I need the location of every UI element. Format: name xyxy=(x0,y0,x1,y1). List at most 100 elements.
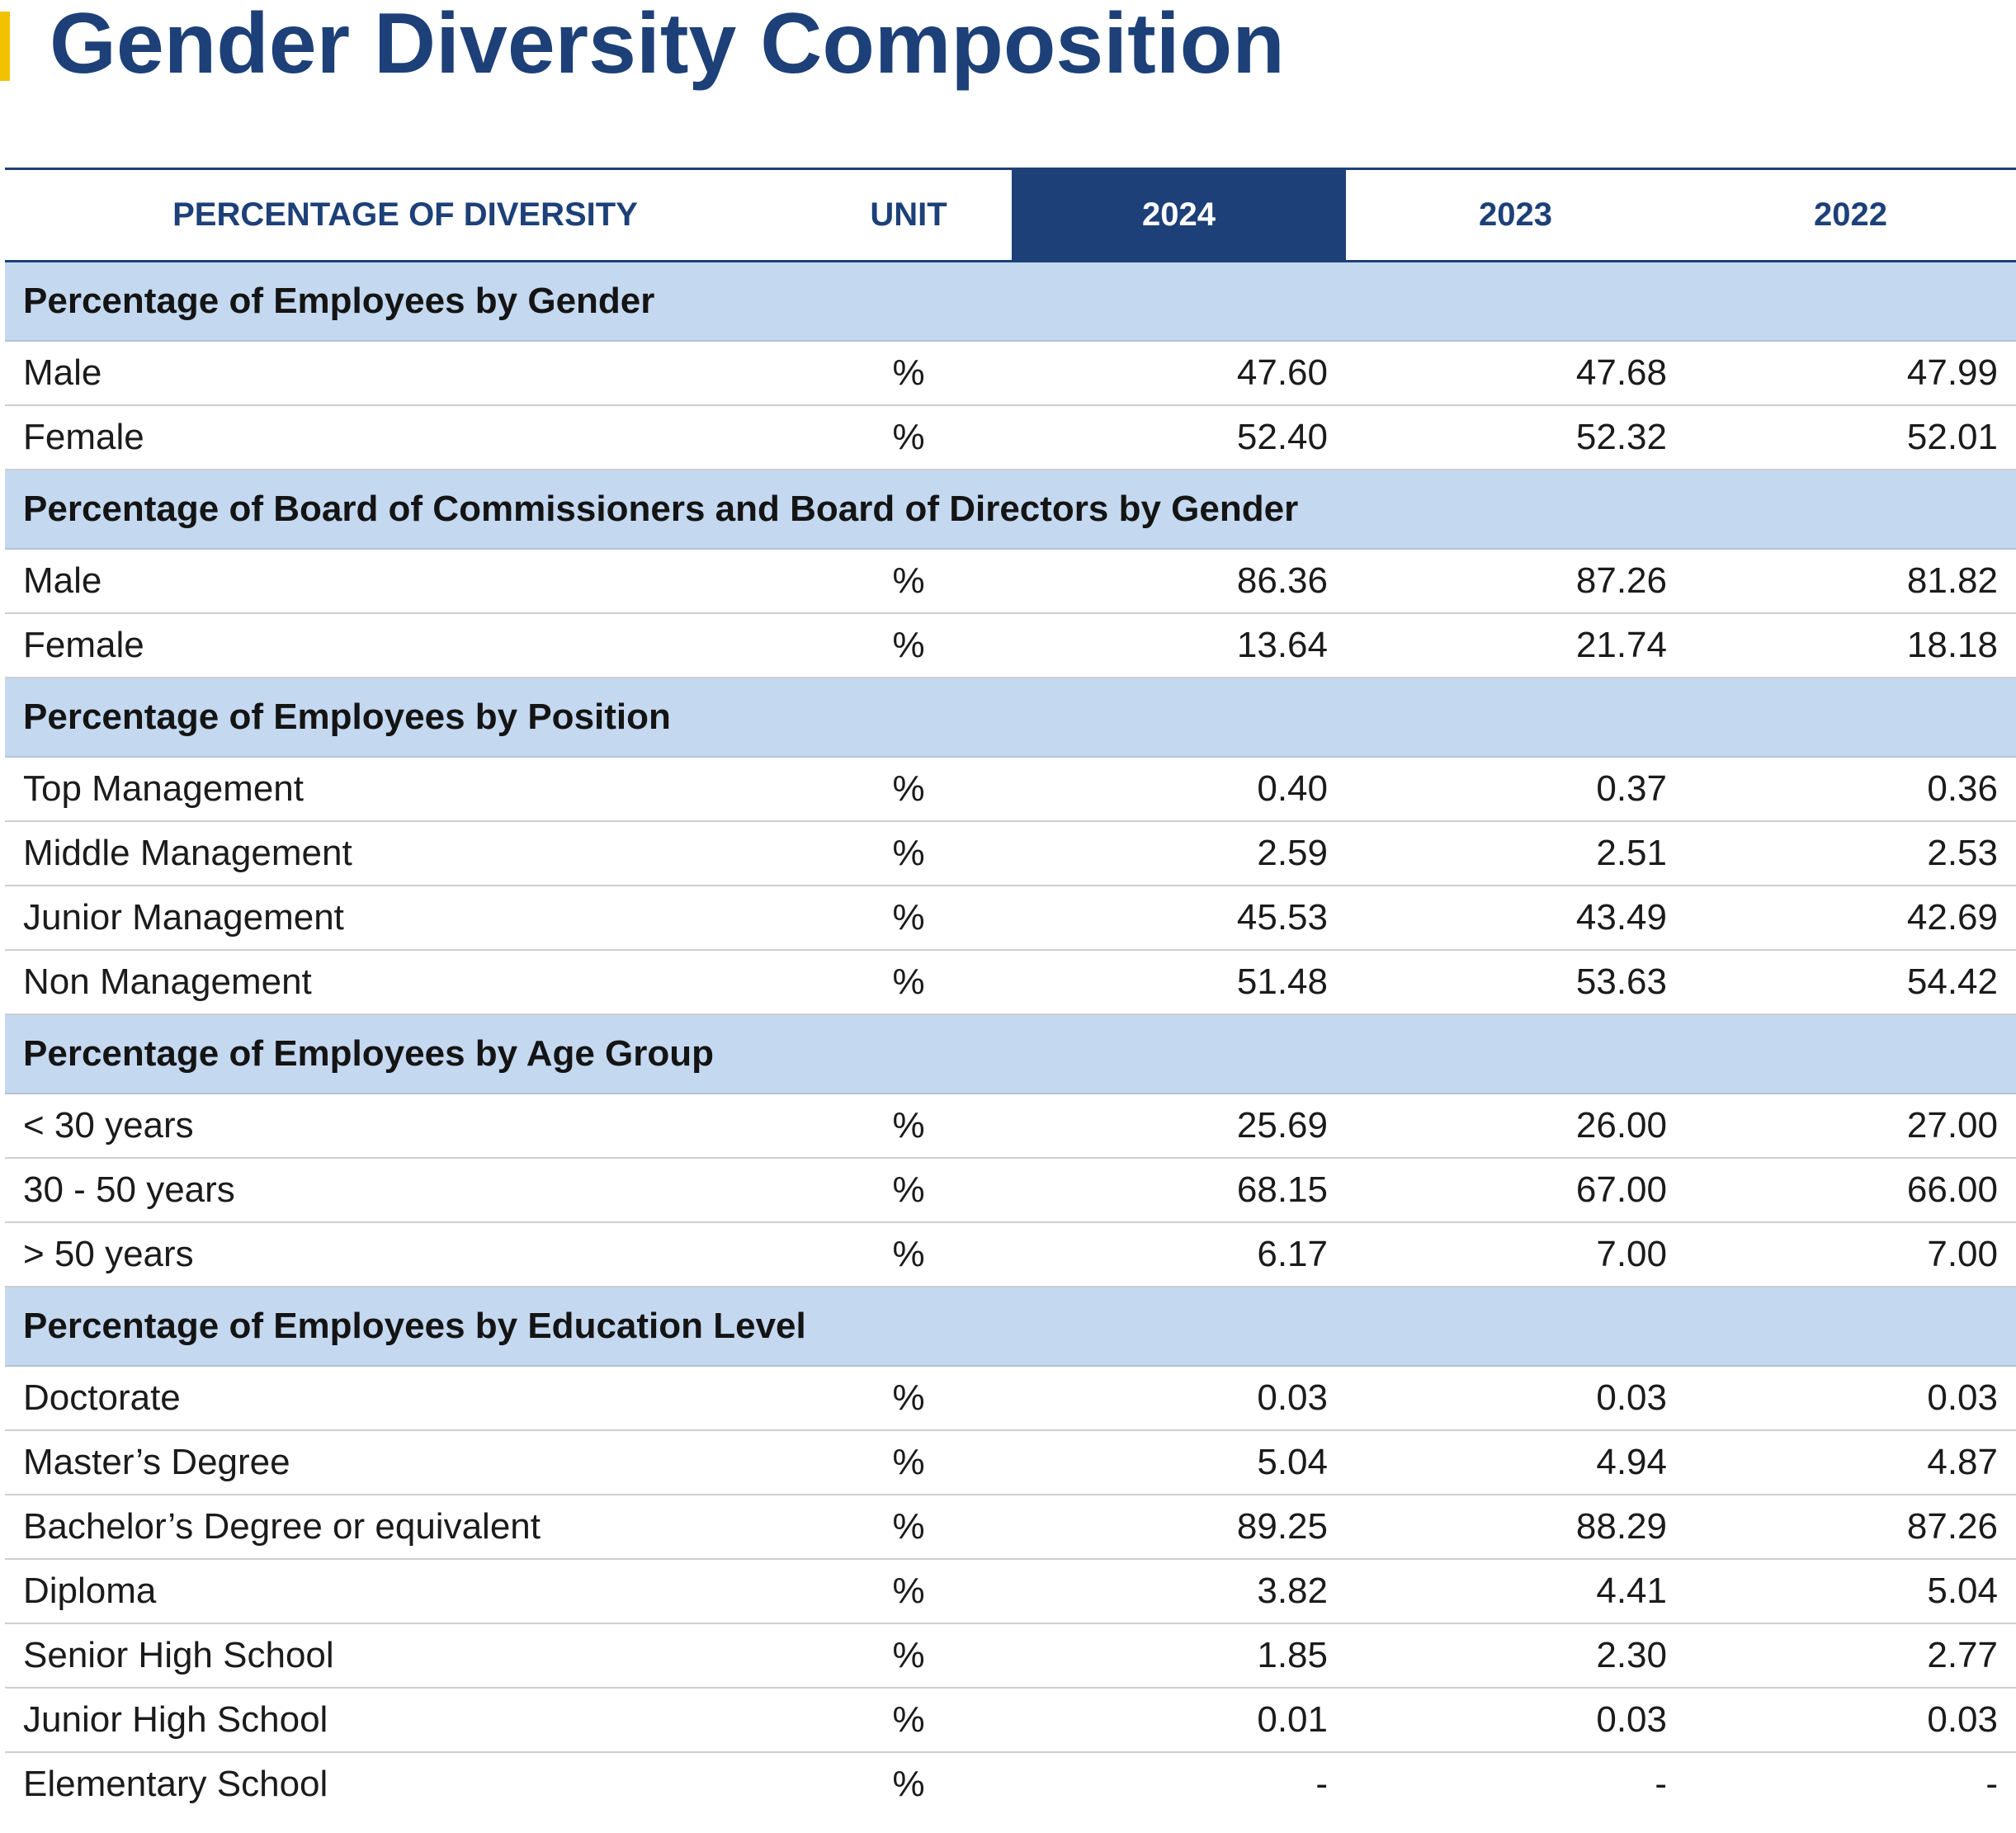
row-unit: % xyxy=(805,1222,1012,1287)
row-label: Elementary School xyxy=(23,1764,328,1804)
table-row: > 50 years% 6.17 7.00 7.00 xyxy=(5,1222,2016,1287)
table-row: 30 - 50 years% 68.15 67.00 66.00 xyxy=(5,1158,2016,1223)
row-label: Top Management xyxy=(5,757,805,822)
header-unit: UNIT xyxy=(805,168,1012,262)
value-2024: 0.03 xyxy=(1012,1366,1346,1431)
value-2022: 0.03 xyxy=(1685,1366,2016,1431)
value-2022: 0.03 xyxy=(1685,1688,2016,1753)
row-label: Male xyxy=(5,549,805,614)
row-unit: % xyxy=(805,757,1012,822)
value-2023: 0.03 xyxy=(1346,1688,1685,1753)
value-2022: 2.77 xyxy=(1685,1623,2016,1689)
row-label: Female xyxy=(5,613,805,678)
value-2024: 0.40 xyxy=(1012,757,1346,822)
header-year-2024: 2024 xyxy=(1012,168,1346,262)
value-2022: 5.04 xyxy=(1685,1559,2016,1624)
row-label: Bachelor’s Degree or equivalent xyxy=(5,1495,805,1560)
value-2023: 43.49 xyxy=(1346,886,1685,951)
row-unit: % xyxy=(805,1559,1012,1624)
row-label: Master’s Degree xyxy=(5,1430,805,1495)
value-2023: 2.30 xyxy=(1346,1623,1685,1689)
value-2024: 45.53 xyxy=(1012,886,1346,951)
value-2023: 2.51 xyxy=(1346,821,1685,886)
value-2022: 7.00 xyxy=(1685,1222,2016,1287)
value-2023: - xyxy=(1655,1764,1667,1804)
row-unit: % xyxy=(805,821,1012,886)
value-2024: 0.01 xyxy=(1012,1688,1346,1753)
row-unit: % xyxy=(805,341,1012,406)
header-year-2022: 2022 xyxy=(1685,168,2016,262)
section-header-row: Percentage of Employees by Education Lev… xyxy=(5,1287,2016,1367)
value-2022: 42.69 xyxy=(1685,886,2016,951)
value-2024: 2.59 xyxy=(1012,821,1346,886)
row-label: Junior High School xyxy=(5,1688,805,1753)
value-2022: 66.00 xyxy=(1685,1158,2016,1223)
value-2023: 52.32 xyxy=(1346,405,1685,470)
value-2022: 87.26 xyxy=(1685,1495,2016,1560)
value-2022: 0.36 xyxy=(1685,757,2016,822)
value-2024: 1.85 xyxy=(1012,1623,1346,1689)
value-2024: 51.48 xyxy=(1012,950,1346,1015)
section-header-row: Percentage of Employees by Age Group xyxy=(5,1014,2016,1094)
row-unit: % xyxy=(805,549,1012,614)
row-label: Male xyxy=(5,341,805,406)
diversity-table-container: PERCENTAGE OF DIVERSITY UNIT 2024 2023 2… xyxy=(5,168,2016,1816)
value-2023: 47.68 xyxy=(1346,341,1685,406)
row-label: > 50 years xyxy=(5,1222,805,1287)
value-2024: 89.25 xyxy=(1012,1495,1346,1560)
row-unit: % xyxy=(805,1688,1012,1753)
row-label: Junior Management xyxy=(5,886,805,951)
row-unit: % xyxy=(805,1094,1012,1159)
row-unit: % xyxy=(805,1495,1012,1560)
row-label: Diploma xyxy=(5,1559,805,1624)
table-row: Female% 52.40 52.32 52.01 xyxy=(5,405,2016,470)
row-label: Middle Management xyxy=(5,821,805,886)
row-label: Non Management xyxy=(5,950,805,1015)
value-2022: 52.01 xyxy=(1685,405,2016,470)
table-row: Diploma% 3.82 4.41 5.04 xyxy=(5,1559,2016,1624)
table-row: Junior Management% 45.53 43.49 42.69 xyxy=(5,886,2016,951)
row-unit: % xyxy=(805,950,1012,1015)
value-2023: 67.00 xyxy=(1346,1158,1685,1223)
row-label: Female xyxy=(5,405,805,470)
table-row: Elementary School% - - - xyxy=(5,1752,2016,1816)
table-row: Middle Management% 2.59 2.51 2.53 xyxy=(5,821,2016,886)
table-row: < 30 years% 25.69 26.00 27.00 xyxy=(5,1094,2016,1159)
section-heading: Percentage of Employees by Education Lev… xyxy=(5,1287,2016,1367)
table-row: Male% 47.60 47.68 47.99 xyxy=(5,341,2016,406)
row-unit: % xyxy=(805,1366,1012,1431)
page-title: Gender Diversity Composition xyxy=(50,0,1285,92)
section-heading: Percentage of Employees by Age Group xyxy=(5,1014,2016,1094)
section-header-row: Percentage of Board of Commissioners and… xyxy=(5,470,2016,550)
value-2024: 86.36 xyxy=(1012,549,1346,614)
value-2022: 27.00 xyxy=(1685,1094,2016,1159)
value-2022: 81.82 xyxy=(1685,549,2016,614)
value-2024: - xyxy=(1315,1764,1328,1804)
header-year-2023: 2023 xyxy=(1346,168,1685,262)
table-header-row: PERCENTAGE OF DIVERSITY UNIT 2024 2023 2… xyxy=(5,168,2016,262)
value-2022: 4.87 xyxy=(1685,1430,2016,1495)
row-label: < 30 years xyxy=(5,1094,805,1159)
value-2023: 0.37 xyxy=(1346,757,1685,822)
value-2024: 52.40 xyxy=(1012,405,1346,470)
section-heading: Percentage of Employees by Gender xyxy=(5,261,2016,342)
row-unit: % xyxy=(805,1623,1012,1689)
value-2024: 25.69 xyxy=(1012,1094,1346,1159)
row-label: 30 - 50 years xyxy=(5,1158,805,1223)
value-2023: 21.74 xyxy=(1346,613,1685,678)
row-unit: % xyxy=(805,886,1012,951)
table-row: Senior High School% 1.85 2.30 2.77 xyxy=(5,1623,2016,1689)
value-2023: 4.41 xyxy=(1346,1559,1685,1624)
diversity-table: PERCENTAGE OF DIVERSITY UNIT 2024 2023 2… xyxy=(5,168,2016,1816)
row-label: Senior High School xyxy=(5,1623,805,1689)
value-2024: 68.15 xyxy=(1012,1158,1346,1223)
title-accent-bar xyxy=(0,12,10,81)
section-header-row: Percentage of Employees by Position xyxy=(5,678,2016,758)
section-header-row: Percentage of Employees by Gender xyxy=(5,261,2016,342)
value-2022: - xyxy=(1985,1764,1998,1804)
value-2022: 2.53 xyxy=(1685,821,2016,886)
row-label: Doctorate xyxy=(5,1366,805,1431)
value-2024: 6.17 xyxy=(1012,1222,1346,1287)
section-heading: Percentage of Board of Commissioners and… xyxy=(5,470,2016,550)
value-2024: 3.82 xyxy=(1012,1559,1346,1624)
